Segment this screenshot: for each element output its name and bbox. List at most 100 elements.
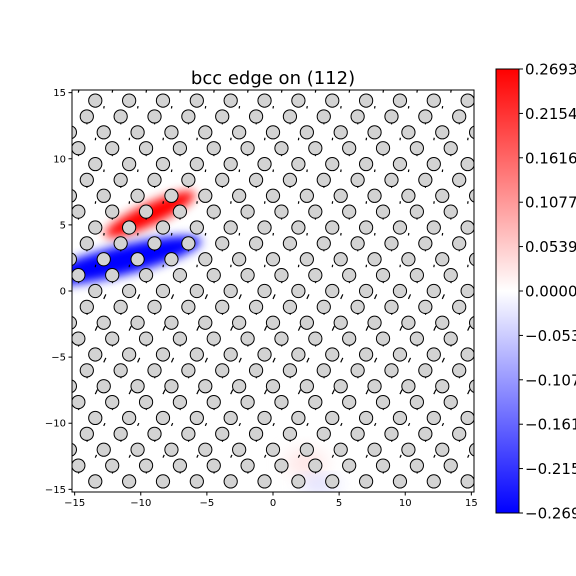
atom-marker (342, 458, 357, 473)
displacement-arrow (170, 357, 175, 363)
atom-marker (469, 442, 474, 457)
displacement-arrow (272, 422, 275, 427)
atom-marker (291, 156, 306, 172)
atom-marker (375, 268, 391, 283)
atom-marker (240, 204, 255, 219)
atom-marker (189, 93, 204, 108)
displacement-arrow (263, 454, 267, 458)
atom-marker (299, 442, 314, 457)
x-tick-label: 0 (270, 498, 276, 509)
atom-marker (181, 363, 196, 378)
atom-marker (392, 283, 408, 299)
atom-marker (130, 315, 145, 330)
atom-marker (72, 331, 86, 346)
displacement-arrow (238, 422, 241, 427)
atom-marker (164, 315, 179, 330)
atom-marker (358, 93, 374, 108)
atom-marker (426, 220, 441, 235)
atom-marker (392, 347, 408, 362)
atom-marker (122, 410, 137, 426)
displacement-arrow (162, 325, 166, 331)
atom-marker (375, 204, 391, 219)
atom-marker (418, 109, 433, 124)
atom-marker (113, 109, 128, 124)
atom-marker (299, 379, 314, 394)
atom-marker (443, 394, 458, 410)
y-tick-label: −10 (45, 419, 66, 430)
displacement-arrow (230, 325, 234, 331)
x-tick-label: −10 (130, 498, 151, 509)
atom-marker (232, 125, 247, 140)
atom-marker (282, 236, 298, 251)
atom-marker (147, 236, 162, 251)
atom-marker (172, 394, 188, 410)
atom-marker (155, 93, 171, 108)
colorbar-tick-label: 0.2154 (525, 105, 576, 123)
displacement-arrow (365, 389, 369, 395)
atom-marker (155, 347, 171, 362)
displacement-arrow (476, 423, 477, 426)
atom-marker (469, 315, 474, 330)
displacement-arrow (493, 310, 495, 315)
atom-marker (409, 204, 424, 219)
atom-marker (443, 331, 458, 346)
atom-marker (452, 363, 467, 378)
atom-marker (248, 109, 264, 124)
atom-marker (72, 394, 86, 410)
x-tick-label: 10 (399, 498, 412, 509)
x-axis: −15 −10 −5 0 5 10 15 (64, 492, 478, 509)
atom-marker (452, 299, 467, 314)
atom-marker (113, 363, 128, 378)
atom-marker (384, 426, 399, 441)
atom-marker (333, 252, 348, 267)
atom-marker (435, 379, 450, 394)
displacement-arrow (170, 422, 174, 427)
displacement-arrow (399, 325, 403, 331)
atom-marker (418, 426, 433, 441)
atom-marker (384, 172, 399, 188)
atom-marker (79, 363, 94, 378)
atom-marker (460, 156, 474, 172)
atom-marker (172, 458, 188, 473)
atom-marker (206, 268, 221, 283)
displacement-arrow (399, 389, 403, 395)
displacement-arrow (103, 357, 107, 363)
displacement-arrow (297, 454, 301, 458)
atom-marker (88, 220, 103, 235)
atom-marker (155, 474, 171, 489)
atom-marker (342, 141, 357, 156)
displacement-arrow (204, 422, 208, 427)
atom-marker (88, 410, 103, 426)
atom-marker (435, 315, 450, 330)
displacement-arrow (103, 422, 106, 427)
atom-marker (392, 220, 408, 235)
displacement-arrow (340, 357, 344, 363)
displacement-arrow (238, 357, 242, 363)
displacement-arrow (407, 294, 412, 300)
atom-marker (426, 474, 441, 489)
atom-marker (206, 204, 221, 219)
atom-marker (308, 268, 323, 283)
atom-marker (223, 156, 238, 172)
atom-marker (299, 315, 314, 330)
displacement-arrow (297, 325, 302, 331)
atom-marker (401, 315, 416, 330)
atom-marker (325, 347, 340, 362)
atom-marker (426, 93, 441, 108)
atom-marker (189, 156, 204, 172)
displacement-arrow (306, 357, 310, 363)
displacement-arrow (137, 357, 141, 363)
displacement-arrow (272, 357, 276, 363)
atom-marker (189, 474, 204, 489)
displacement-arrow (196, 454, 199, 458)
atom-marker (189, 410, 204, 426)
atom-marker (452, 236, 467, 251)
atom-marker (409, 141, 424, 156)
atom-marker (257, 220, 272, 235)
atom-marker (138, 204, 154, 219)
atom-marker (409, 458, 424, 473)
atom-marker (122, 156, 137, 172)
atom-marker (460, 93, 474, 108)
y-tick-label: 10 (53, 154, 66, 165)
atom-marker (113, 236, 128, 251)
